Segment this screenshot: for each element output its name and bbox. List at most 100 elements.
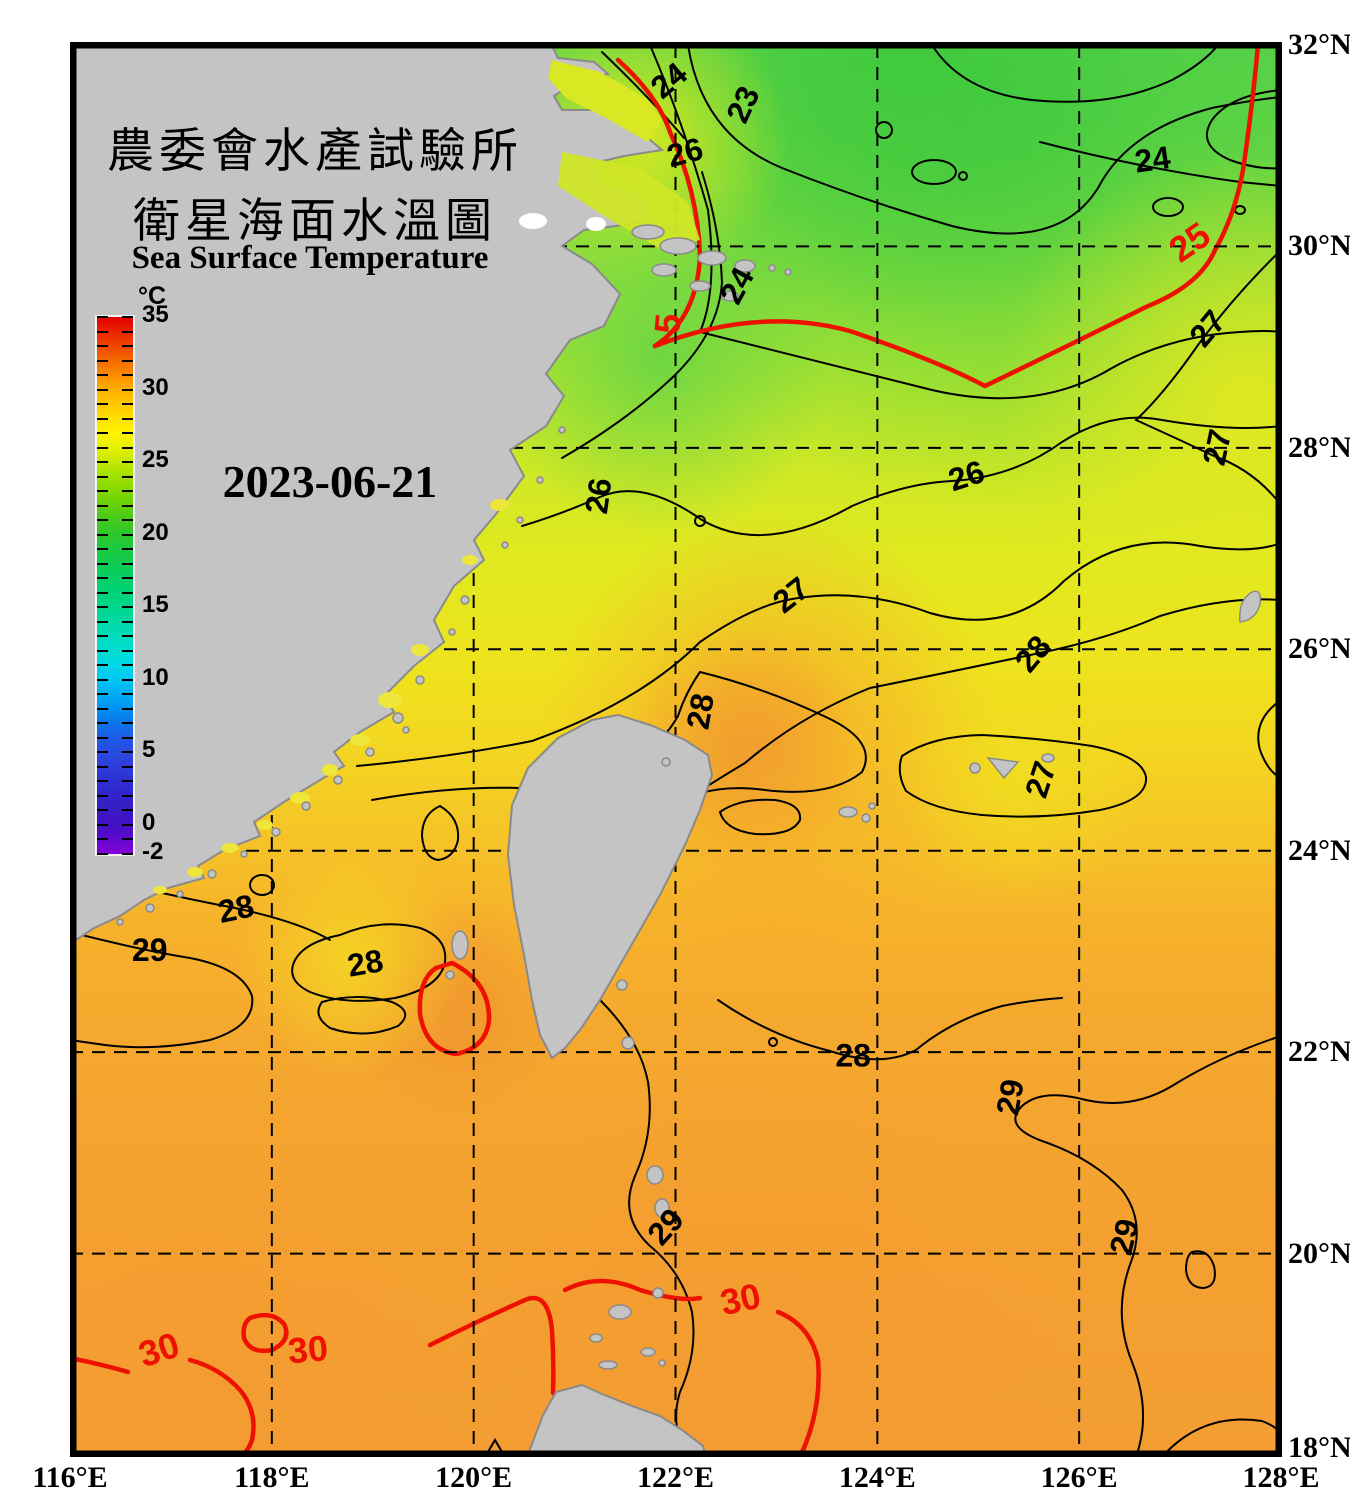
colorbar-tick bbox=[122, 461, 133, 464]
colorbar-tick bbox=[122, 374, 133, 377]
colorbar-tick bbox=[97, 461, 108, 464]
colorbar-tick bbox=[97, 707, 108, 710]
colorbar-tick bbox=[97, 649, 108, 652]
contour-label: 30 bbox=[286, 1327, 329, 1371]
title-en: Sea Surface Temperature bbox=[131, 240, 489, 276]
lon-axis-label: 120°E bbox=[435, 1461, 513, 1494]
colorbar-tick bbox=[97, 765, 108, 768]
colorbar-tick bbox=[122, 780, 133, 783]
colorbar-tick-label: 20 bbox=[142, 518, 169, 546]
contour-label: 26 bbox=[578, 476, 619, 516]
colorbar-tick bbox=[97, 359, 108, 362]
colorbar-tick bbox=[122, 330, 133, 333]
colorbar-tick bbox=[122, 722, 133, 725]
contour-label: 28 bbox=[215, 887, 257, 930]
colorbar-tick-label: 5 bbox=[142, 736, 156, 764]
contour-label: 29 bbox=[132, 932, 168, 968]
colorbar-tick bbox=[122, 446, 133, 449]
contour-label: 5 bbox=[646, 312, 689, 336]
colorbar-tick bbox=[122, 693, 133, 696]
colorbar-tick bbox=[122, 678, 133, 681]
colorbar-tick bbox=[122, 548, 133, 551]
colorbar-tick bbox=[97, 635, 108, 638]
colorbar-tick bbox=[122, 432, 133, 435]
colorbar-tick-label: 15 bbox=[142, 591, 169, 619]
colorbar-tick bbox=[122, 475, 133, 478]
colorbar-tick bbox=[122, 853, 133, 855]
contour-label: 28 bbox=[835, 1038, 871, 1074]
lat-axis-label: 24°N bbox=[1288, 833, 1350, 867]
colorbar-tick bbox=[122, 533, 133, 536]
colorbar-tick bbox=[122, 562, 133, 565]
colorbar-tick bbox=[97, 504, 108, 507]
colorbar-tick bbox=[97, 403, 108, 406]
colorbar-tick bbox=[122, 490, 133, 493]
colorbar-tick bbox=[97, 446, 108, 449]
colorbar-tick bbox=[97, 838, 108, 841]
colorbar-tick bbox=[97, 577, 108, 580]
colorbar-tick bbox=[97, 345, 108, 348]
colorbar-tick bbox=[122, 504, 133, 507]
colorbar-tick bbox=[122, 707, 133, 710]
estuary-water bbox=[153, 60, 700, 894]
colorbar-tick bbox=[122, 736, 133, 739]
colorbar-tick bbox=[122, 577, 133, 580]
colorbar-tick bbox=[97, 736, 108, 739]
colorbar-tick bbox=[122, 388, 133, 391]
colorbar-tick bbox=[122, 664, 133, 667]
colorbar-tick bbox=[122, 316, 133, 318]
lat-axis-label: 22°N bbox=[1288, 1035, 1350, 1069]
colorbar-tick bbox=[97, 853, 108, 855]
colorbar-tick bbox=[122, 823, 133, 826]
colorbar-tick bbox=[97, 562, 108, 565]
colorbar-tick bbox=[97, 548, 108, 551]
colorbar-tick bbox=[97, 490, 108, 493]
colorbar-tick bbox=[122, 359, 133, 362]
colorbar-tick-label: 25 bbox=[142, 446, 169, 474]
colorbar-tick bbox=[97, 794, 108, 797]
colorbar-tick bbox=[97, 751, 108, 754]
lon-axis-label: 116°E bbox=[32, 1461, 108, 1494]
colorbar-tick bbox=[122, 620, 133, 623]
contour-label: 24 bbox=[1132, 139, 1172, 180]
colorbar-tick-label: 0 bbox=[142, 808, 156, 836]
colorbar-tick bbox=[97, 417, 108, 420]
colorbar-tick bbox=[122, 403, 133, 406]
colorbar-tick bbox=[122, 417, 133, 420]
colorbar-tick bbox=[122, 606, 133, 609]
contour-label: 30 bbox=[717, 1275, 765, 1323]
colorbar-tick bbox=[122, 591, 133, 594]
colorbar-tick bbox=[97, 606, 108, 609]
colorbar-tick bbox=[122, 751, 133, 754]
lat-axis-label: 32°N bbox=[1288, 28, 1350, 61]
lat-axis-label: 30°N bbox=[1288, 229, 1350, 263]
contour-label: 29 bbox=[1102, 1215, 1146, 1258]
colorbar-tick bbox=[97, 620, 108, 623]
colorbar-tick bbox=[97, 388, 108, 391]
colorbar-tick bbox=[122, 519, 133, 522]
colorbar-tick-label: 30 bbox=[142, 373, 169, 401]
land-taiwan bbox=[506, 713, 714, 1060]
colorbar-tick bbox=[122, 809, 133, 812]
lat-axis-label: 26°N bbox=[1288, 632, 1350, 666]
colorbar-tick bbox=[122, 794, 133, 797]
title-zh-line1: 農委會水產試驗所 bbox=[107, 126, 523, 178]
colorbar-tick bbox=[97, 475, 108, 478]
lon-axis-label: 128°E bbox=[1242, 1461, 1320, 1494]
colorbar-tick bbox=[97, 780, 108, 783]
lon-axis-label: 124°E bbox=[838, 1461, 916, 1494]
colorbar-tick bbox=[122, 345, 133, 348]
colorbar-tick bbox=[97, 664, 108, 667]
colorbar-tick bbox=[97, 533, 108, 536]
colorbar-tick bbox=[122, 635, 133, 638]
colorbar-gradient bbox=[97, 317, 133, 854]
lon-axis-label: 118°E bbox=[234, 1461, 310, 1494]
colorbar-tick-label: -2 bbox=[142, 838, 164, 865]
colorbar-tick-label: 10 bbox=[142, 663, 169, 691]
date-label: 2023-06-21 bbox=[222, 456, 438, 507]
colorbar-tick bbox=[122, 838, 133, 841]
islands bbox=[116, 224, 1262, 1370]
colorbar-tick bbox=[97, 374, 108, 377]
